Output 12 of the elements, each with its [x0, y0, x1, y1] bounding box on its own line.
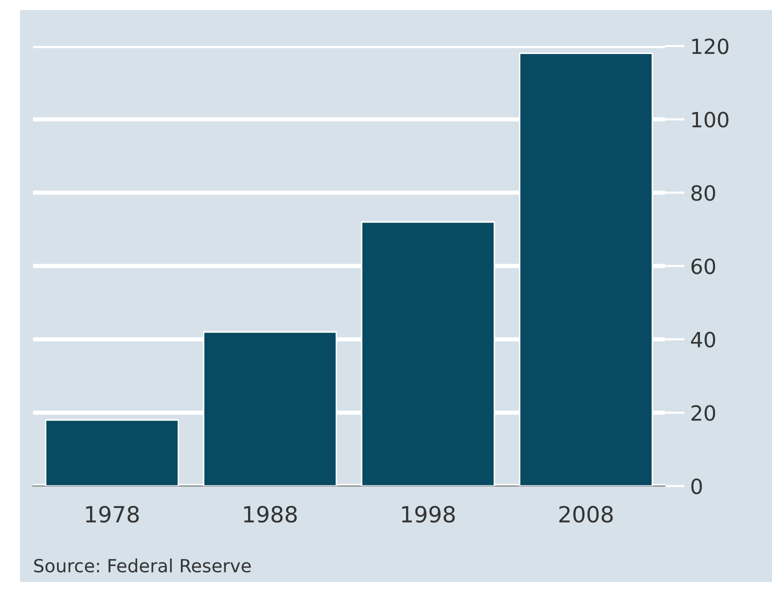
x-tick-label: 1988	[244, 506, 297, 523]
y-tick-label: 40	[691, 332, 716, 348]
y-tick-label: 80	[691, 185, 716, 201]
y-tick-label: 120	[692, 38, 728, 54]
x-tick-label: 1978	[86, 506, 139, 523]
y-tick-label: 0	[691, 478, 702, 494]
x-tick-label: 2008	[559, 506, 613, 523]
source-note: Source: Federal Reserve	[34, 558, 251, 572]
y-tick-label: 60	[691, 258, 716, 274]
y-tick-label: 100	[692, 112, 728, 128]
x-tick-label: 1998	[402, 506, 455, 523]
y-tick-label: 20	[692, 405, 716, 421]
